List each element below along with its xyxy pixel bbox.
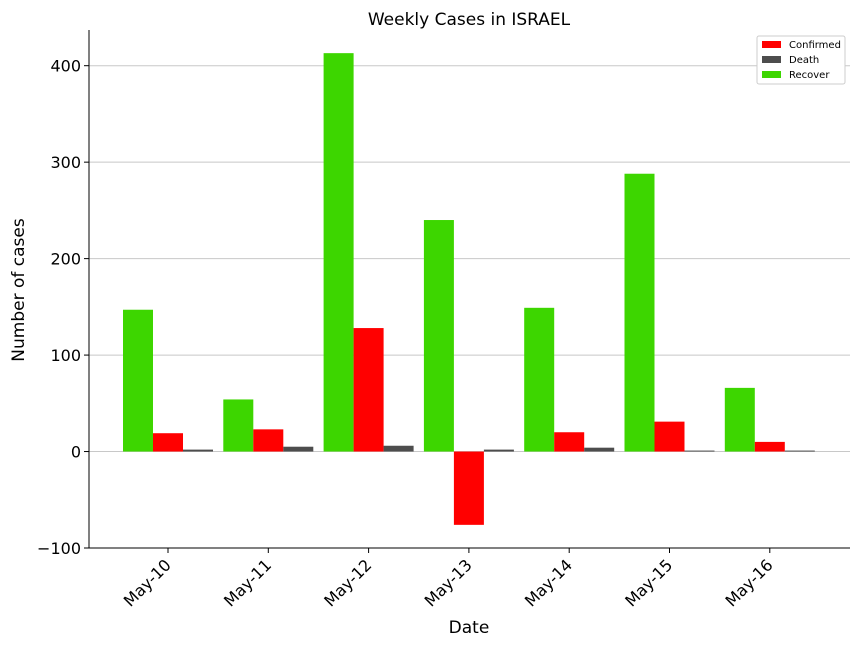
chart-title: Weekly Cases in ISRAEL [368,10,571,30]
x-tick-label: May-14 [521,555,576,610]
bar-confirmed [554,432,585,452]
y-tick-label: 100 [50,346,81,365]
bar-confirmed [353,328,384,452]
y-tick-label: 400 [50,57,81,76]
bar-confirmed [453,451,484,525]
y-tick-label: 300 [50,153,81,172]
bar-recover [624,173,655,452]
bar-recover [223,399,254,452]
x-tick-label: May-12 [320,555,375,610]
bar-death [283,446,314,452]
y-tick-label: −100 [37,539,81,558]
bar-recover [123,309,153,452]
y-tick-label: 0 [71,443,81,462]
bar-recover [323,53,354,452]
x-tick-label: May-11 [220,555,275,610]
y-axis-label: Number of cases [9,218,29,362]
bar-death [183,449,213,452]
grid [89,65,850,453]
x-tick-label: May-13 [421,555,476,610]
legend-swatch [762,41,781,48]
x-tick-label: May-15 [621,555,676,610]
bar-death [483,449,514,452]
x-tick-label: May-10 [120,555,175,610]
legend-swatch [762,71,781,78]
bar-recover [524,307,555,452]
axes [88,30,850,549]
bar-death [684,450,715,452]
legend-label: Recover [789,70,830,81]
bar-confirmed [654,421,685,452]
x-axis-label: Date [449,618,490,638]
legend-swatch [762,56,781,63]
x-ticks: May-10 May-11 May-12 May-13 May-14 May-15 May-… [120,548,777,611]
legend-label: Death [789,55,819,66]
bar-confirmed [253,429,284,452]
bar-confirmed [153,433,183,452]
y-tick-label: 200 [50,250,81,269]
bar-death [383,445,414,452]
bars [123,53,815,525]
bar-death [584,447,615,452]
bar-death [784,450,815,452]
bar-confirmed [754,441,785,452]
bar-recover [423,220,454,452]
x-tick-label: May-16 [722,555,777,610]
bar-recover [724,387,755,452]
legend-label: Confirmed [789,40,841,51]
y-ticks: −100 0 100 200 300 400 [37,57,89,558]
legend: Confirmed Death Recover [756,35,846,85]
